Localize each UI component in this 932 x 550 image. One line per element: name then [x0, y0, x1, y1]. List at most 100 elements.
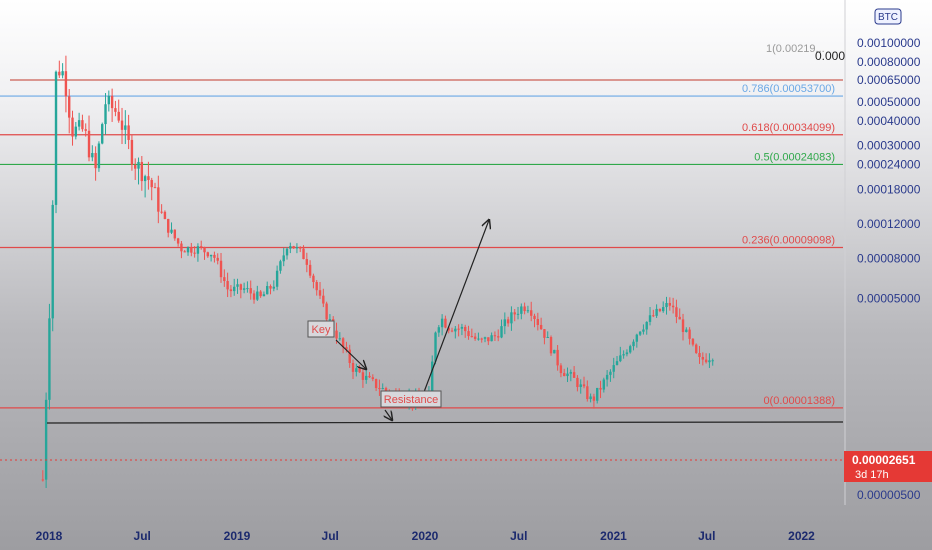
candle-body	[629, 346, 632, 353]
candle-body	[464, 326, 467, 332]
candle-body	[219, 260, 223, 278]
key-arrow[interactable]	[335, 339, 366, 369]
candle-body	[97, 143, 101, 169]
candle-body	[655, 308, 658, 316]
candle-body	[371, 377, 375, 380]
candle-body	[120, 120, 124, 130]
candle-body	[447, 327, 450, 331]
candle-body	[341, 338, 345, 348]
candle-body	[110, 95, 114, 109]
candle-body	[262, 294, 266, 297]
candle-body	[213, 254, 216, 258]
candle-body	[553, 349, 556, 354]
candle-body	[549, 337, 553, 354]
time-tick-label: Jul	[698, 529, 715, 543]
candle-body	[285, 248, 289, 256]
candle-body	[434, 332, 437, 362]
price-tick-label: 0.00005000	[857, 292, 921, 306]
candle-body	[381, 388, 384, 390]
candle-body	[566, 373, 569, 377]
time-axis[interactable]: 2018 Jul 2019 Jul 2020 Jul 2021 Jul 2022	[36, 529, 816, 543]
resistance-label: Resistance	[384, 394, 438, 406]
candle-body	[269, 286, 272, 289]
candle-body	[200, 246, 203, 248]
candle-body	[107, 95, 111, 105]
candle-body	[252, 293, 256, 300]
candle-body	[239, 284, 243, 290]
candle-body	[223, 277, 226, 282]
candle-body	[520, 306, 523, 314]
candle-body	[312, 275, 315, 283]
candle-body	[71, 117, 74, 137]
candle-body	[308, 264, 312, 276]
time-tick-label: Jul	[134, 529, 151, 543]
currency-badge[interactable]	[874, 8, 902, 25]
candle-body	[500, 326, 503, 338]
candle-body	[236, 284, 239, 287]
candle-body	[242, 288, 246, 290]
price-tick-label: 0.00000500	[857, 488, 921, 502]
resistance-label-box[interactable]	[380, 390, 442, 408]
candle-body	[483, 337, 487, 339]
candle-body	[295, 247, 299, 249]
candle-body	[292, 246, 295, 249]
candle-body	[318, 290, 322, 296]
candle-body	[681, 319, 685, 333]
candle-body	[638, 331, 642, 335]
candle-body	[299, 247, 302, 249]
candle-body	[183, 251, 186, 253]
projection-arrow[interactable]	[423, 220, 489, 393]
candle-body	[704, 359, 708, 363]
candle-body	[708, 360, 711, 363]
candle-body	[140, 161, 144, 182]
candle-body	[365, 375, 368, 380]
price-axis[interactable]: 0.00100000 0.00080000 0.00065000 0.00050000…	[844, 0, 921, 505]
price-tag-value: 0.00002651	[852, 453, 916, 467]
annotations[interactable]: Key Resistance	[46, 220, 844, 424]
candle-body	[569, 372, 573, 374]
key-label-box[interactable]	[307, 320, 335, 338]
currency-badge-label: BTC	[878, 12, 898, 23]
candle-body	[117, 111, 120, 121]
candle-body	[648, 315, 652, 322]
candle-body	[440, 318, 444, 328]
candle-body	[437, 327, 441, 333]
candle-body	[523, 306, 526, 312]
candle-body	[305, 259, 309, 265]
candle-body	[315, 282, 318, 291]
top-clipped-value: 0.000	[815, 49, 845, 63]
price-tag-countdown: 3d 17h	[855, 469, 889, 481]
candle-body	[586, 386, 589, 400]
candle-body	[358, 368, 361, 373]
candle-body	[691, 338, 695, 345]
time-tick-label: 2021	[600, 529, 627, 543]
candle-body	[579, 384, 582, 388]
price-tick-label: 0.00100000	[857, 36, 921, 50]
fib-label: 0.236(0.00009098)	[742, 234, 835, 246]
candle-body	[675, 307, 678, 317]
candle-body	[266, 286, 269, 295]
fib-label: 0.618(0.00034099)	[742, 122, 835, 134]
candle-body	[233, 286, 236, 292]
candle-body	[662, 307, 665, 312]
candle-body	[645, 321, 648, 330]
candle-body	[612, 365, 615, 372]
candle-body	[711, 360, 714, 362]
candle-body	[589, 396, 592, 400]
resistance-arrow[interactable]	[385, 409, 392, 420]
resistance-line[interactable]	[46, 421, 844, 424]
price-tick-label: 0.00024000	[857, 158, 921, 172]
candle-body	[678, 316, 681, 320]
price-tick-label: 0.00018000	[857, 182, 921, 196]
candle-body	[605, 374, 609, 380]
candle-body	[487, 337, 490, 342]
candle-body	[596, 387, 599, 401]
candle-body	[652, 315, 655, 317]
candle-body	[173, 229, 177, 239]
candle-body	[384, 388, 388, 392]
candle-body	[480, 338, 483, 340]
candle-body	[325, 303, 328, 320]
candle-body	[378, 388, 381, 390]
